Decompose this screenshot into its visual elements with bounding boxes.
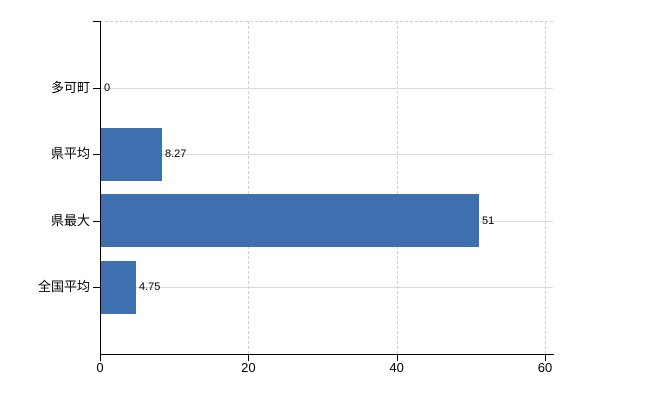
value-label: 4.75 [139, 281, 161, 294]
y-axis-tick [93, 154, 100, 156]
y-axis-tick [93, 287, 100, 289]
horizontal-gridline [101, 154, 553, 156]
vertical-gridline [248, 21, 250, 354]
x-tick-label: 40 [389, 360, 404, 375]
category-label: 県平均 [50, 146, 90, 162]
x-tick-label: 0 [96, 360, 104, 375]
plot-area [100, 21, 553, 354]
category-label: 県最大 [50, 212, 90, 228]
x-tick-label: 20 [241, 360, 256, 375]
y-axis-end-tick [93, 21, 100, 22]
x-axis-tick [100, 355, 101, 361]
bar [101, 194, 479, 247]
horizontal-gridline [101, 287, 553, 289]
x-axis-tick [248, 355, 250, 361]
horizontal-gridline [101, 87, 553, 89]
category-label: 全国平均 [37, 279, 90, 295]
bar [101, 128, 162, 181]
value-label: 0 [104, 81, 111, 94]
value-label: 51 [482, 214, 495, 227]
x-tick-label: 60 [537, 360, 553, 375]
y-axis-line [100, 21, 101, 355]
y-axis-tick [93, 87, 100, 89]
vertical-gridline [396, 21, 398, 354]
x-axis-line [100, 354, 554, 355]
x-axis-tick [545, 355, 546, 361]
bar [101, 261, 136, 314]
category-label: 多可町 [50, 79, 90, 95]
vertical-gridline [545, 21, 546, 354]
y-axis-tick [93, 220, 100, 222]
x-axis-tick [396, 355, 398, 361]
value-label: 8.27 [165, 148, 187, 161]
